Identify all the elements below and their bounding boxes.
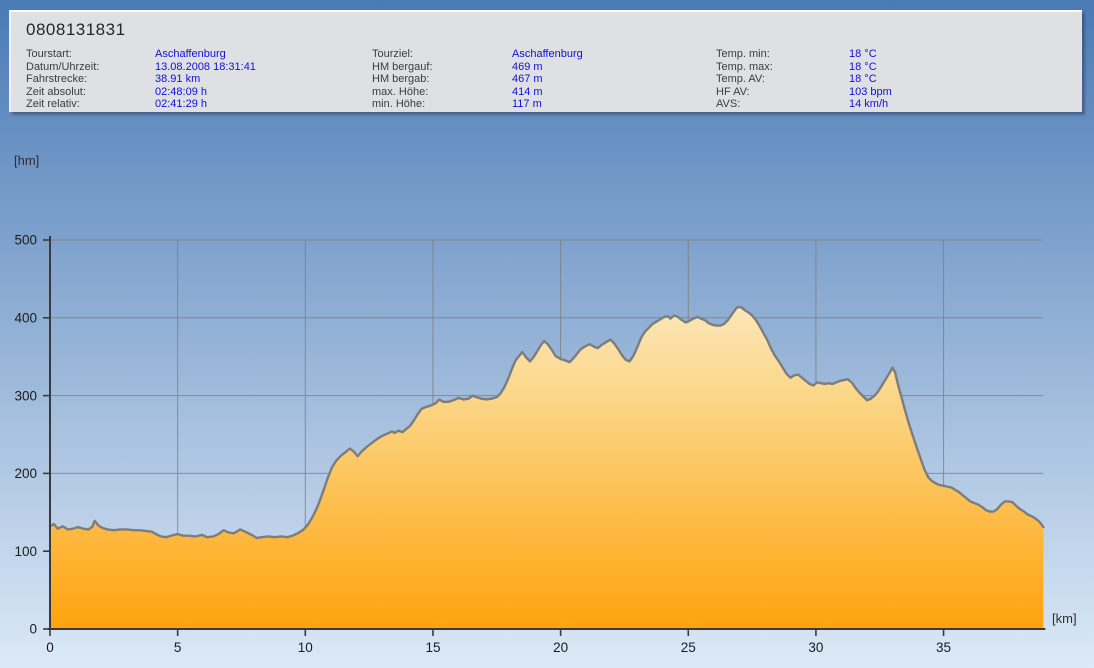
field-value: Aschaffenburg — [512, 48, 583, 60]
field-value: 14 km/h — [849, 98, 889, 111]
field-label: Temp. min: — [716, 48, 770, 60]
x-tick-label: 25 — [681, 640, 696, 655]
field-value: 13.08.2008 18:31:41 — [155, 60, 256, 73]
tick-labels: 0 100 200 300 400 500 0 5 10 15 20 25 30 35 — [14, 233, 951, 655]
field-value: 117 m — [512, 98, 542, 111]
field-value: 18 °C — [849, 60, 877, 73]
field-label: HF AV: — [716, 85, 750, 98]
summary-column-stats: Temp. min: 18 °C Temp. max: 18 °C Temp. AV… — [716, 48, 892, 111]
summary-row: Temp. max: 18 °C — [716, 61, 892, 74]
y-axis-unit-label: [hm] — [14, 153, 40, 168]
field-value: 103 bpm — [849, 85, 892, 98]
x-tick-label: 0 — [46, 640, 54, 655]
summary-row: Fahrstrecke: 38.91 km — [26, 73, 256, 86]
summary-row: Datum/Uhrzeit: 13.08.2008 18:31:41 — [26, 61, 256, 74]
field-label: Tourstart: — [26, 48, 72, 60]
field-value: 469 m — [512, 60, 543, 73]
y-tick-label: 0 — [29, 622, 37, 637]
summary-column-elevation: Tourziel: Aschaffenburg HM bergauf: 469 m … — [372, 48, 583, 111]
field-label: Datum/Uhrzeit: — [26, 60, 100, 73]
summary-row: Tourstart: Aschaffenburg — [26, 48, 256, 61]
y-tick-label: 300 — [14, 388, 37, 403]
field-value: 467 m — [512, 73, 543, 86]
field-label: Tourziel: — [372, 48, 413, 60]
field-value: 38.91 km — [155, 73, 201, 86]
summary-row: Zeit absolut: 02:48:09 h — [26, 86, 256, 99]
axes — [48, 236, 1046, 630]
y-tick-label: 100 — [14, 544, 37, 559]
y-tick-label: 200 — [14, 466, 37, 481]
summary-row: min. Höhe: 117 m — [372, 98, 583, 111]
x-tick-label: 30 — [808, 640, 823, 655]
field-value: 18 °C — [849, 48, 877, 60]
x-tick-label: 15 — [425, 640, 440, 655]
field-value: 18 °C — [849, 73, 877, 86]
summary-row: HF AV: 103 bpm — [716, 86, 892, 99]
elevation-area-fill — [50, 306, 1044, 629]
field-label: Fahrstrecke: — [26, 73, 88, 86]
summary-row: Tourziel: Aschaffenburg — [372, 48, 583, 61]
summary-row: Temp. AV: 18 °C — [716, 73, 892, 86]
summary-row: Zeit relativ: 02:41:29 h — [26, 98, 256, 111]
field-label: Temp. max: — [716, 60, 773, 73]
y-tick-label: 500 — [14, 233, 37, 248]
field-value: Aschaffenburg — [155, 48, 226, 60]
summary-row: Temp. min: 18 °C — [716, 48, 892, 61]
summary-row: AVS: 14 km/h — [716, 98, 892, 111]
elevation-line — [48, 305, 1045, 540]
field-label: min. Höhe: — [372, 98, 426, 111]
field-label: max. Höhe: — [372, 85, 429, 98]
field-value: 02:41:29 h — [155, 98, 207, 111]
field-label: Zeit absolut: — [26, 85, 86, 98]
x-axis-unit-label: [km] — [1052, 611, 1077, 626]
y-tick-label: 400 — [14, 311, 37, 326]
x-tick-label: 5 — [174, 640, 182, 655]
field-value: 02:48:09 h — [155, 85, 207, 98]
field-value: 414 m — [512, 85, 543, 98]
x-tick-label: 35 — [936, 640, 951, 655]
field-label: HM bergauf: — [372, 60, 433, 73]
tour-title: 0808131831 — [26, 20, 126, 39]
summary-column-start: Tourstart: Aschaffenburg Datum/Uhrzeit: 13… — [26, 48, 256, 111]
field-label: Zeit relativ: — [26, 98, 80, 111]
x-tick-label: 20 — [553, 640, 568, 655]
field-label: HM bergab: — [372, 73, 430, 86]
tick-marks — [43, 239, 945, 636]
x-tick-label: 10 — [298, 640, 313, 655]
tour-summary-panel: 0808131831 Tourstart: Aschaffenburg Datum… — [9, 10, 1082, 112]
summary-row: HM bergauf: 469 m — [372, 61, 583, 74]
field-label: AVS: — [716, 98, 741, 111]
summary-row: max. Höhe: 414 m — [372, 86, 583, 99]
field-label: Temp. AV: — [716, 73, 765, 86]
summary-row: HM bergab: 467 m — [372, 73, 583, 86]
